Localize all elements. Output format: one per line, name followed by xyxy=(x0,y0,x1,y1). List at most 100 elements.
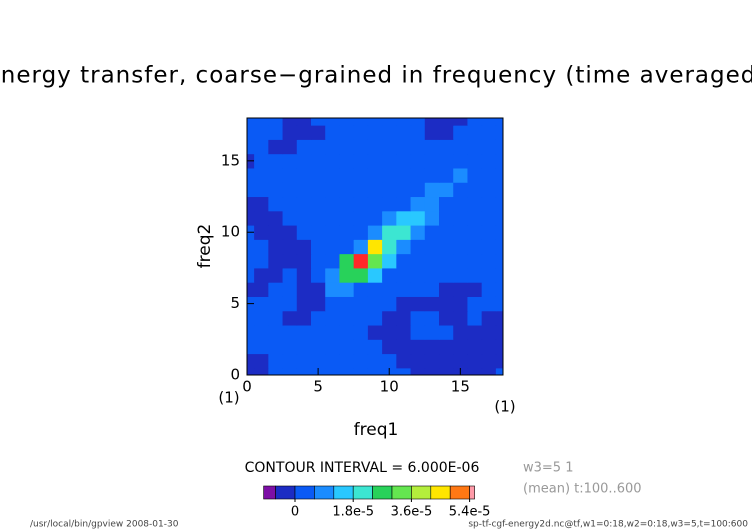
contour-cell xyxy=(453,282,468,297)
contour-cell xyxy=(453,325,468,340)
contour-cell xyxy=(325,118,340,126)
contour-cell xyxy=(296,339,312,355)
contour-cell xyxy=(325,296,340,312)
contour-cell xyxy=(353,267,369,283)
contour-cell xyxy=(282,167,298,183)
contour-cell xyxy=(254,210,269,226)
chart-title: energy transfer, coarse−grained in frequ… xyxy=(0,63,752,89)
contour-cell xyxy=(268,196,284,212)
contour-cell xyxy=(481,253,497,269)
contour-cell xyxy=(296,282,312,297)
contour-cell xyxy=(495,125,503,140)
contour-cell xyxy=(268,267,284,283)
contour-cell xyxy=(424,225,440,240)
contour-cell xyxy=(467,196,483,212)
contour-cell xyxy=(467,118,483,126)
colorbar-tick-label: 3.6e-5 xyxy=(391,505,433,520)
contour-cell xyxy=(410,367,426,375)
colorbar-tick-label: 0 xyxy=(291,505,299,520)
contour-cell xyxy=(268,339,284,355)
contour-cell xyxy=(439,125,454,140)
colorbar-box xyxy=(352,485,373,500)
contour-cell xyxy=(268,239,284,255)
contour-cell xyxy=(367,282,383,297)
contour-cell xyxy=(353,125,369,140)
colorbar-box xyxy=(469,485,475,500)
contour-cell xyxy=(247,210,255,226)
x-tick-label: 0 xyxy=(242,378,252,396)
contour-cell xyxy=(311,253,326,269)
contour-cell xyxy=(311,125,326,140)
contour-cell xyxy=(254,125,269,140)
contour-cell xyxy=(254,239,269,255)
contour-cell xyxy=(296,153,312,169)
contour-cell xyxy=(410,182,426,198)
contour-cell xyxy=(311,353,326,369)
contour-cell xyxy=(453,225,468,240)
contour-cell xyxy=(467,325,483,340)
contour-cell xyxy=(268,296,284,312)
contour-cell xyxy=(268,310,284,326)
contour-cell xyxy=(481,310,497,326)
contour-cell xyxy=(439,153,454,169)
contour-cell xyxy=(367,325,383,340)
contour-cell xyxy=(325,182,340,198)
contour-cell xyxy=(382,253,397,269)
contour-cell xyxy=(268,367,284,375)
contour-cell xyxy=(382,353,397,369)
contour-cell xyxy=(439,367,454,375)
contour-cell xyxy=(282,239,298,255)
contour-cell xyxy=(268,225,284,240)
contour-cell xyxy=(467,225,483,240)
contour-cell xyxy=(467,339,483,355)
y-axis-label: freq2 xyxy=(195,224,215,269)
contour-cell xyxy=(410,167,426,183)
contour-cell xyxy=(325,196,340,212)
contour-cell xyxy=(382,125,397,140)
contour-cell xyxy=(481,153,497,169)
contour-cell xyxy=(282,125,298,140)
contour-cell xyxy=(282,282,298,297)
contour-cell xyxy=(268,139,284,155)
colorbar-box xyxy=(314,485,335,500)
contour-cell xyxy=(325,310,340,326)
contour-cell xyxy=(339,325,355,340)
contour-cell xyxy=(247,182,255,198)
contour-cell xyxy=(467,267,483,283)
contour-cell xyxy=(467,139,483,155)
contour-cell xyxy=(339,296,355,312)
contour-cell xyxy=(353,182,369,198)
contour-cell xyxy=(254,167,269,183)
y-tick-label: 10 xyxy=(221,223,240,241)
contour-cell xyxy=(396,353,412,369)
contour-cell xyxy=(467,167,483,183)
footer-left: /usr/local/bin/gpview 2008-01-30 xyxy=(30,520,179,530)
contour-cell xyxy=(495,267,503,283)
contour-cell xyxy=(296,267,312,283)
contour-cell xyxy=(495,153,503,169)
contour-cell xyxy=(367,267,383,283)
contour-cell xyxy=(311,239,326,255)
x-tick-label: 10 xyxy=(380,378,399,396)
y-unit: (1) xyxy=(218,389,239,407)
contour-cell xyxy=(325,225,340,240)
annotation: (mean) t:100..600 xyxy=(523,482,642,497)
contour-cell xyxy=(410,253,426,269)
contour-cell xyxy=(382,239,397,255)
contour-cell xyxy=(282,325,298,340)
contour-cell xyxy=(254,225,269,240)
contour-cell xyxy=(396,182,412,198)
contour-cell xyxy=(453,296,468,312)
footer-right: sp-tf-cgf-energy2d.nc@tf,w1=0:18,w2=0:18… xyxy=(468,520,748,530)
contour-cell xyxy=(367,367,383,375)
y-tick-label: 5 xyxy=(230,294,240,312)
contour-cell xyxy=(367,196,383,212)
contour-cell xyxy=(353,153,369,169)
contour-cell xyxy=(247,167,255,183)
x-unit: (1) xyxy=(494,398,515,416)
contour-cell xyxy=(481,325,497,340)
contour-cell xyxy=(268,153,284,169)
contour-cell xyxy=(254,153,269,169)
contour-cell xyxy=(296,225,312,240)
